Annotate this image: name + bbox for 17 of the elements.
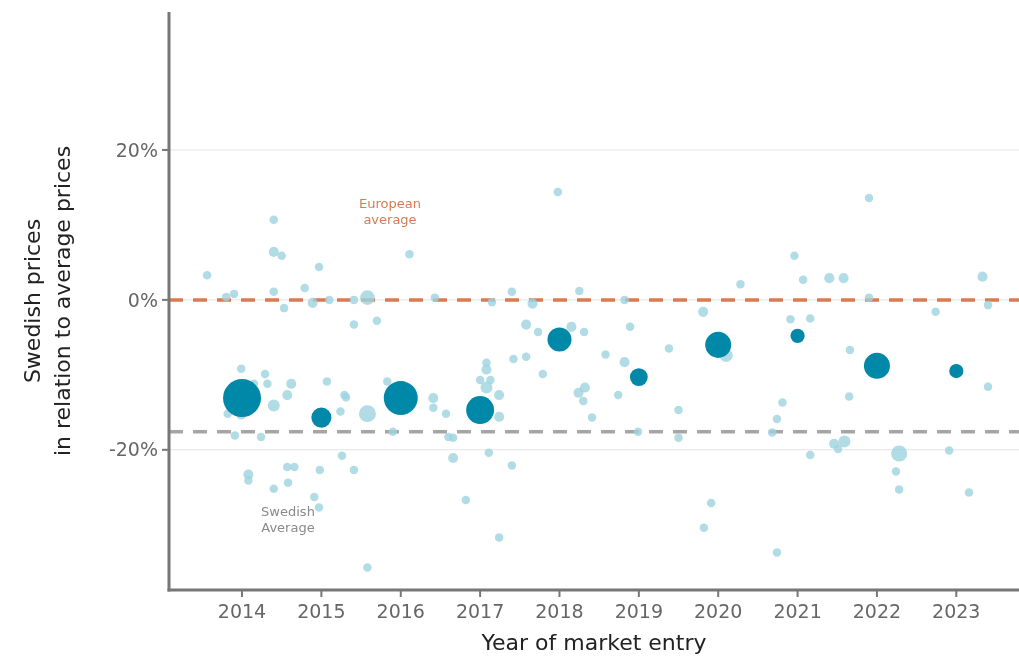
y-tick-label: 20% xyxy=(115,138,158,161)
x-tick-label: 2020 xyxy=(694,600,743,622)
x-tick-label: 2022 xyxy=(852,600,902,622)
ref-line-label: Swedish Average xyxy=(261,503,315,535)
ref-line-label: European average xyxy=(359,195,421,227)
x-tick-label: 2021 xyxy=(773,600,822,622)
x-tick-label: 2015 xyxy=(297,600,346,622)
y-tick-label: -20% xyxy=(108,438,158,461)
x-tick-label: 2018 xyxy=(535,600,584,622)
x-tick-label: 2023 xyxy=(932,600,981,622)
y-axis-title: Swedish prices in relation to average prices xyxy=(20,145,75,457)
x-tick-label: 2016 xyxy=(376,600,425,622)
x-tick-label: 2014 xyxy=(217,600,267,622)
x-axis-title: Year of market entry xyxy=(480,630,707,655)
x-tick-label: 2019 xyxy=(614,600,664,622)
x-tick-label: 2017 xyxy=(455,600,505,622)
y-tick-label: 0% xyxy=(127,288,158,311)
